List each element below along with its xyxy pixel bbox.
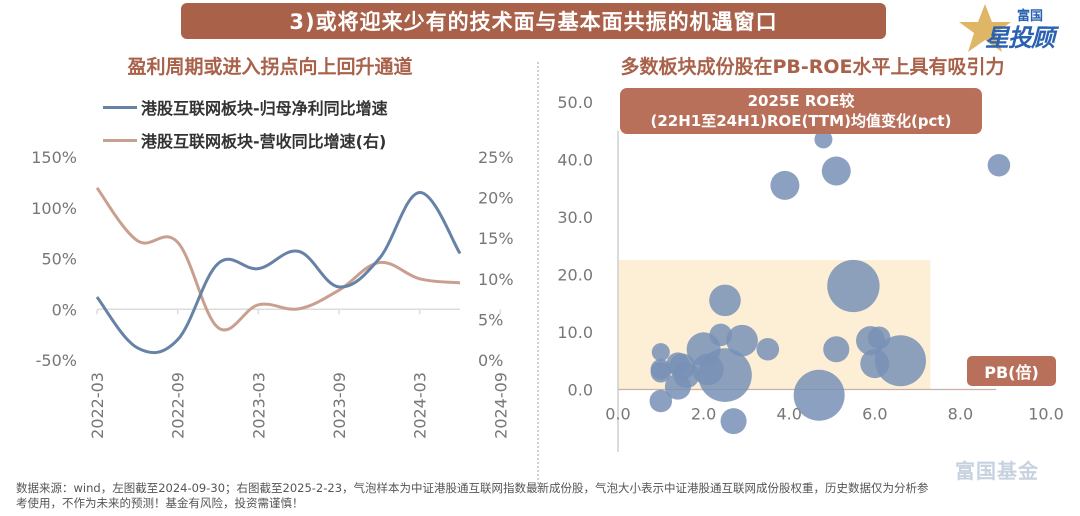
watermark-text: 富国基金 bbox=[955, 459, 1039, 483]
y-right-tick-label: 15% bbox=[478, 229, 514, 248]
bubble-point bbox=[698, 348, 752, 402]
legend-label: 港股互联网板块-营收同比增速(右) bbox=[141, 132, 387, 151]
x-tick-label: 2024-03 bbox=[411, 372, 430, 439]
y-tick-label: 0.0 bbox=[568, 381, 593, 400]
y-axis-title-line1: 2025E ROE较 bbox=[747, 92, 855, 110]
y-left-tick-label: 100% bbox=[31, 199, 77, 218]
bubble-chart: 50.0 40.0 30.0 20.0 10.0 0.0 0.0 2.0 4.0 6.0 8.0 1… bbox=[557, 93, 1064, 452]
line-chart: 150% 100% 50% 0% -50% 25% 20% 15% 10% 5% 0% 2022-… bbox=[31, 148, 514, 439]
star-icon bbox=[959, 4, 1011, 52]
bubble-point bbox=[987, 153, 1011, 177]
y-tick-label: 40.0 bbox=[557, 151, 593, 170]
bubble-point bbox=[793, 369, 845, 421]
x-tick-label: 10.0 bbox=[1028, 405, 1064, 424]
y-left-tick-label: 150% bbox=[31, 148, 77, 167]
legend-swatch-blue bbox=[103, 105, 137, 109]
y-left-tick-label: 0% bbox=[52, 300, 77, 319]
x-tick-label: 6.0 bbox=[862, 405, 887, 424]
footer-disclaimer: 数据来源：wind，左图截至2024-09-30；右图截至2025-2-23，气… bbox=[16, 481, 1076, 511]
bubble-point bbox=[823, 336, 850, 363]
bubble-point bbox=[814, 130, 833, 149]
bubble-point bbox=[726, 324, 758, 357]
y-left-tick-label: 50% bbox=[41, 250, 77, 269]
left-chart-title: 盈利周期或进入拐点向上回升通道 bbox=[127, 56, 413, 78]
bubble-point bbox=[649, 389, 673, 413]
bubble-point bbox=[770, 170, 800, 200]
bubble-point bbox=[650, 362, 672, 383]
y-left-tick-label: -50% bbox=[36, 351, 77, 370]
x-tick-label: 2022-03 bbox=[88, 372, 107, 439]
y-tick-label: 20.0 bbox=[557, 266, 593, 285]
x-tick-label: 0.0 bbox=[605, 405, 630, 424]
x-tick-label: 2023-03 bbox=[249, 372, 268, 439]
y-tick-label: 10.0 bbox=[557, 323, 593, 342]
x-tick-label: 2022-09 bbox=[169, 372, 188, 439]
series-line-revenue bbox=[95, 186, 461, 332]
y-axis-title-line2: (22H1至24H1)ROE(TTM)均值变化(pct) bbox=[650, 112, 952, 130]
y-axis-title-label: 2025E ROE较 (22H1至24H1)ROE(TTM)均值变化(pct) bbox=[620, 88, 982, 134]
x-tick-label: 4.0 bbox=[776, 405, 801, 424]
bubble-point bbox=[821, 156, 851, 186]
footer-line-2: 考使用，不作为未来的预测！基金有风险，投资需谨慎！ bbox=[16, 496, 304, 510]
x-tick-label: 8.0 bbox=[948, 405, 973, 424]
y-tick-label: 30.0 bbox=[557, 208, 593, 227]
x-tick-label: 2024-09 bbox=[491, 372, 510, 439]
y-right-tick-label: 25% bbox=[478, 148, 514, 167]
footer-line-1: 数据来源：wind，左图截至2024-09-30；右图截至2025-2-23，气… bbox=[16, 481, 929, 495]
bubble-point bbox=[651, 343, 670, 362]
logo-top-text: 富国 bbox=[1017, 9, 1044, 24]
x-tick-label: 2.0 bbox=[691, 405, 716, 424]
y-right-tick-label: 20% bbox=[478, 189, 514, 208]
y-right-tick-label: 0% bbox=[478, 351, 503, 370]
y-tick-label: 50.0 bbox=[557, 93, 593, 112]
brand-logo: 富国 星投顾 bbox=[955, 2, 1075, 54]
bubble-point bbox=[827, 259, 880, 313]
legend-label: 港股互联网板块-归母净利同比增速 bbox=[141, 99, 388, 118]
legend-item-net-profit: 港股互联网板块-归母净利同比增速 bbox=[103, 95, 388, 119]
y-right-tick-label: 5% bbox=[478, 310, 503, 329]
y-right-tick-label: 10% bbox=[478, 270, 514, 289]
bubble-point bbox=[664, 373, 691, 400]
legend-item-revenue: 港股互联网板块-营收同比增速(右) bbox=[103, 128, 386, 152]
bubble-point bbox=[756, 337, 780, 361]
legend-swatch-tan bbox=[103, 138, 137, 142]
bubble-point bbox=[709, 284, 741, 317]
bubble-point bbox=[720, 408, 747, 435]
series-line-net-profit bbox=[95, 191, 462, 355]
x-tick-label: 2023-09 bbox=[330, 372, 349, 439]
right-chart-title: 多数板块成份股在PB-ROE水平上具有吸引力 bbox=[620, 56, 1005, 78]
page-banner-title: 3)或将迎来少有的技术面与基本面共振的机遇窗口 bbox=[181, 3, 886, 39]
x-axis-title-label: PB(倍) bbox=[967, 356, 1056, 386]
bubble-point bbox=[874, 335, 926, 387]
panel-divider bbox=[537, 62, 539, 492]
logo-main-text: 星投顾 bbox=[985, 24, 1055, 52]
